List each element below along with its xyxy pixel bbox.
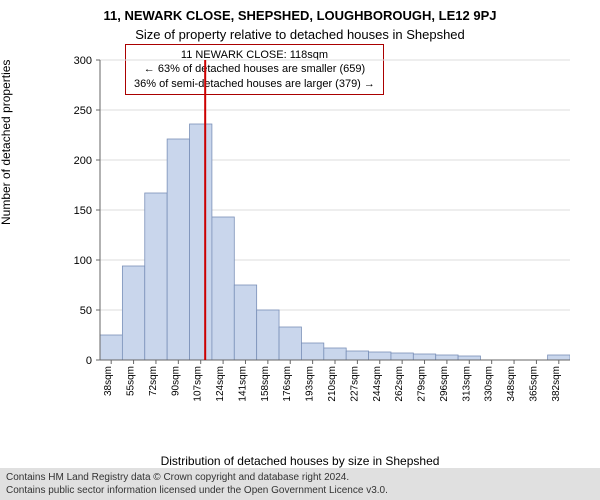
xtick-label: 365sqm [528,366,539,402]
ytick-label: 150 [74,205,92,217]
xtick-label: 38sqm [103,366,114,396]
histogram-bar [458,356,480,360]
ytick-label: 50 [80,305,92,317]
ytick-label: 250 [74,105,92,117]
xtick-label: 313sqm [461,366,472,402]
footer-line1: Contains HM Land Registry data © Crown c… [6,471,594,484]
footer-attribution: Contains HM Land Registry data © Crown c… [0,468,600,500]
histogram-bar [436,355,458,360]
chart-container: 11, NEWARK CLOSE, SHEPSHED, LOUGHBOROUGH… [0,0,600,500]
xtick-label: 382sqm [551,366,562,402]
xtick-label: 262sqm [394,366,405,402]
histogram-bar [391,353,413,360]
xtick-label: 279sqm [417,366,428,402]
xtick-label: 124sqm [215,366,226,402]
histogram-bar [301,343,323,360]
histogram-bar [413,354,435,360]
histogram-bar [167,139,189,360]
ytick-label: 200 [74,155,92,167]
xtick-label: 90sqm [170,366,181,396]
histogram-chart: 0 50 100 150 200 250 300 38sqm 55sqm 72sqm 90sqm 10… [0,0,570,450]
xtick-label: 107sqm [193,366,204,402]
xtick-label: 210sqm [327,366,338,402]
xtick-label: 348sqm [506,366,517,402]
histogram-bar [234,285,256,360]
ytick-label: 100 [74,255,92,267]
histogram-bar [190,124,212,360]
histogram-bar [145,193,167,360]
histogram-bar [212,217,234,360]
xtick-label: 330sqm [484,366,495,402]
histogram-bar [100,335,122,360]
xtick-label: 176sqm [282,366,293,402]
footer-line2: Contains public sector information licen… [6,484,594,497]
xtick-label: 193sqm [305,366,316,402]
ytick-label: 0 [86,355,92,367]
xtick-label: 141sqm [237,366,248,402]
ytick-label: 300 [74,55,92,67]
histogram-bar [548,355,570,360]
histogram-bar [257,310,279,360]
histogram-bar [279,327,301,360]
histogram-bar [369,352,391,360]
xtick-label: 158sqm [260,366,271,402]
x-axis-label: Distribution of detached houses by size … [0,454,600,468]
xtick-label: 227sqm [349,366,360,402]
histogram-bar [346,351,368,360]
xtick-label: 72sqm [148,366,159,396]
histogram-bar [122,266,144,360]
xtick-label: 296sqm [439,366,450,402]
xtick-label: 244sqm [372,366,383,402]
histogram-bar [324,348,346,360]
xtick-label: 55sqm [126,366,137,396]
